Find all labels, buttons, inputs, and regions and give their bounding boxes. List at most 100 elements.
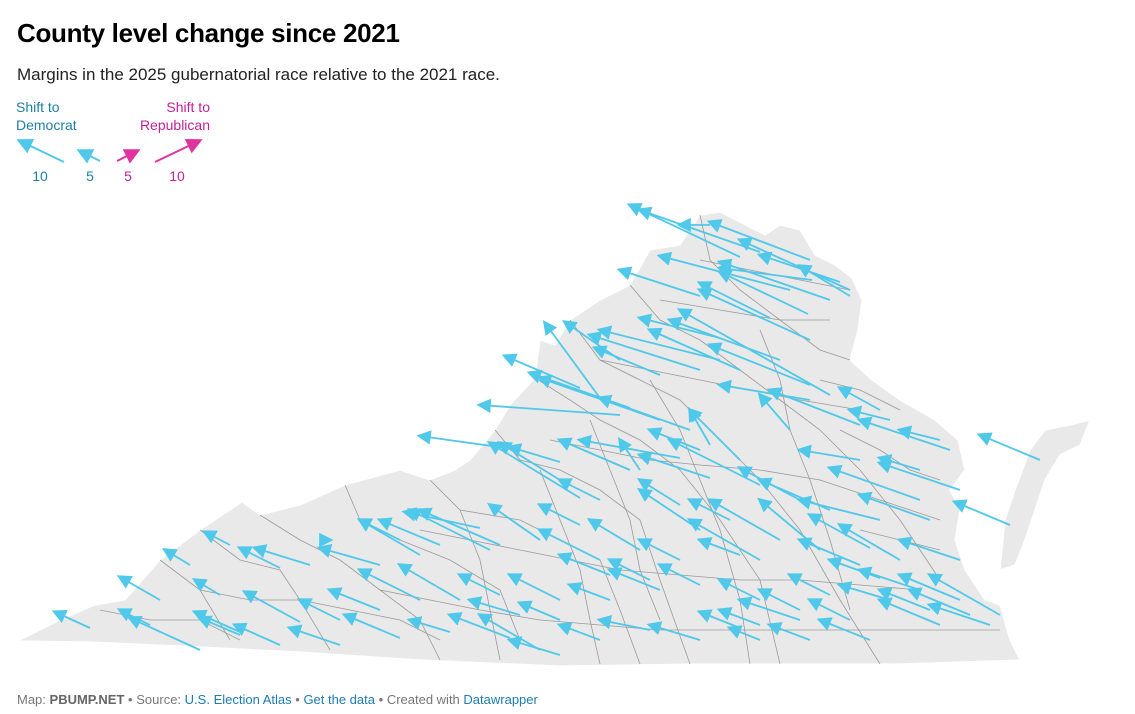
county-shift-arrow [826, 464, 921, 501]
county-shift-arrow [766, 622, 811, 641]
legend-arrow-dem-10 [16, 138, 65, 163]
eastern-shore [999, 419, 1091, 571]
county-shift-arrow [542, 320, 601, 399]
county-shift-arrow [656, 563, 701, 586]
arrow-legend: Shift to Democrat Shift to Republican 10 5… [10, 96, 220, 196]
county-shift-arrow [856, 416, 951, 451]
county-shift-arrow [241, 590, 301, 623]
county-shift-arrow [716, 258, 831, 301]
county-shift-arrow [116, 575, 161, 601]
county-shift-arrow [556, 478, 601, 501]
county-shift-arrow [566, 582, 611, 601]
footer-map-prefix: Map: [17, 692, 46, 707]
map-subtitle: Margins in the 2025 gubernatorial race r… [17, 65, 500, 84]
legend-num-dem-5: 5 [86, 168, 94, 184]
county-shift-arrow [596, 394, 691, 431]
county-shift-arrow [341, 612, 401, 639]
county-shift-arrow [556, 437, 631, 471]
source-link[interactable]: U.S. Election Atlas [184, 692, 292, 707]
county-shift-arrow [846, 405, 891, 421]
county-shift-arrow [591, 345, 661, 376]
county-shift-arrow [51, 609, 91, 629]
county-shift-arrow [536, 528, 601, 561]
footer-source-prefix: Source: [136, 692, 182, 707]
county-shift-arrow [596, 615, 651, 631]
county-shift-arrow [716, 607, 761, 626]
legend-rep-label: Shift to Republican [139, 99, 210, 133]
county-shift-arrow [756, 588, 801, 611]
state-outline [17, 211, 1021, 667]
county-shift-arrow [896, 425, 941, 441]
county-shift-arrow [196, 615, 241, 636]
county-shift-arrow [456, 573, 501, 596]
shift-arrows [51, 203, 1041, 656]
county-shift-arrow [896, 572, 961, 601]
legend-arrows [16, 138, 203, 164]
county-shift-arrow [826, 556, 881, 579]
county-shift-arrow [696, 537, 741, 556]
county-shift-arrow [816, 617, 871, 641]
county-shift-arrow [706, 219, 811, 261]
virginia-county-map [17, 203, 1091, 667]
county-shift-arrow [716, 379, 811, 401]
legend-num-rep-5: 5 [124, 168, 132, 184]
county-shift-arrow [736, 596, 801, 621]
county-shift-arrow [126, 615, 201, 651]
county-shift-arrow [556, 622, 601, 641]
county-shift-arrow [446, 612, 511, 639]
county-shift-arrow [637, 488, 701, 531]
county-shift-arrow [161, 548, 191, 566]
county-shift-arrow [796, 444, 861, 461]
county-shift-arrow [796, 264, 851, 297]
county-shift-arrow [926, 573, 1001, 616]
county-shift-arrow [856, 566, 921, 591]
county-shift-arrow [636, 538, 681, 561]
county-shift-arrow [806, 598, 851, 621]
county-shift-arrow [316, 544, 381, 566]
county-shift-arrow [757, 392, 791, 431]
county-shift-arrow [476, 613, 541, 651]
county-shift-arrow [296, 598, 341, 621]
county-shift-arrow [706, 498, 781, 541]
county-shift-arrow [896, 536, 961, 561]
county-shift-arrow [556, 552, 611, 576]
county-shift-arrow [686, 498, 731, 521]
legend-arrow-rep-5 [116, 149, 141, 164]
county-shift-arrow [416, 507, 501, 546]
get-data-link[interactable]: Get the data [303, 692, 375, 707]
county-shift-arrow [646, 621, 701, 641]
county-shift-arrow [586, 331, 701, 371]
county-shift-arrow [606, 567, 661, 591]
county-shift-arrow [706, 342, 811, 386]
county-shift-arrow [586, 518, 641, 551]
county-shift-arrow [757, 497, 821, 551]
county-shift-arrow [876, 597, 941, 626]
county-shift-arrow [536, 503, 581, 526]
footer: Map: PBUMP.NET • Source: U.S. Election A… [17, 692, 538, 707]
county-shift-arrow [836, 523, 901, 561]
county-shift-arrow [596, 325, 721, 361]
county-shift-arrow [666, 316, 781, 361]
county-shift-arrow [201, 530, 231, 546]
county-shift-arrow [506, 443, 561, 463]
footer-map-author: PBUMP.NET [49, 692, 125, 707]
county-shift-arrow [676, 308, 831, 396]
county-shift-arrow [687, 407, 741, 461]
county-shift-arrow [251, 544, 311, 566]
county-shift-arrow [836, 386, 881, 411]
county-shift-arrow [716, 262, 813, 281]
county-shift-arrow [646, 327, 741, 371]
legend-num-rep-10: 10 [169, 168, 185, 184]
county-shift-arrow [506, 573, 561, 601]
datawrapper-link[interactable]: Datawrapper [463, 692, 538, 707]
county-shift-arrow [286, 624, 341, 646]
county-shift-arrow [487, 502, 541, 541]
county-shift-arrow [616, 266, 701, 297]
legend-arrow-rep-10 [154, 138, 203, 163]
county-shift-arrow [796, 537, 861, 566]
county-shift-arrow [951, 499, 1011, 526]
county-shift-arrow [716, 270, 809, 315]
county-shift-arrow [976, 432, 1041, 461]
county-shift-arrow [406, 616, 451, 633]
county-shift-arrow [876, 459, 961, 491]
